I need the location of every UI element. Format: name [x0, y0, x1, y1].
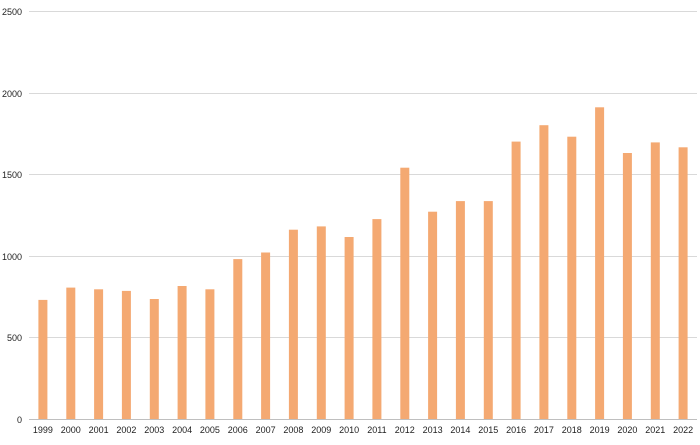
bars	[38, 107, 688, 420]
x-tick-label: 2016	[506, 425, 526, 435]
x-tick-label: 2017	[534, 425, 554, 435]
x-tick-label: 2011	[367, 425, 386, 435]
bar-2001	[94, 289, 104, 419]
bar-2019	[595, 107, 605, 420]
bar-2007	[261, 252, 271, 419]
bar-1999	[38, 299, 48, 419]
x-tick-label: 2010	[339, 425, 359, 435]
bar-2004	[177, 286, 187, 419]
bar-2005	[205, 289, 215, 419]
bar-2017	[539, 125, 549, 419]
bar-2010	[344, 237, 354, 419]
x-tick-label: 1999	[33, 425, 53, 435]
bar-2000	[66, 287, 76, 419]
x-tick-label: 2018	[562, 425, 582, 435]
x-tick-label: 2008	[283, 425, 303, 435]
bar-2014	[455, 201, 465, 419]
bar-2011	[372, 219, 382, 419]
x-tick-label: 2006	[228, 425, 248, 435]
x-tick-label: 2007	[256, 425, 276, 435]
x-tick-label: 2000	[61, 425, 81, 435]
y-tick-label: 1000	[2, 252, 22, 262]
y-tick-label: 2500	[2, 7, 22, 17]
bar-2003	[149, 299, 159, 419]
y-tick-label: 1500	[2, 170, 22, 180]
x-tick-label: 2009	[311, 425, 331, 435]
x-tick-label: 2020	[617, 425, 637, 435]
bar-2018	[567, 136, 577, 419]
x-tick-label: 2015	[478, 425, 498, 435]
bar-2021	[650, 142, 660, 419]
gridlines	[29, 11, 697, 420]
bar-2013	[428, 211, 438, 419]
y-tick-label: 0	[17, 415, 22, 425]
x-tick-label: 2021	[645, 425, 665, 435]
y-tick-label: 2000	[2, 89, 22, 99]
bar-2009	[316, 226, 326, 419]
x-tick-label: 2012	[395, 425, 415, 435]
bar-2006	[233, 259, 243, 419]
x-tick-label: 2014	[450, 425, 470, 435]
x-tick-label: 2022	[673, 425, 693, 435]
bar-2022	[678, 147, 688, 420]
y-tick-label: 500	[7, 333, 22, 343]
bar-2016	[511, 141, 521, 419]
x-tick-label: 2019	[590, 425, 610, 435]
x-tick-label: 2005	[200, 425, 220, 435]
bar-2008	[288, 229, 298, 419]
y-axis-tick-labels: 0 500 1000 1500 2000 2500	[2, 7, 22, 425]
bar-2002	[121, 290, 131, 419]
x-tick-label: 2013	[423, 425, 443, 435]
bar-2015	[483, 201, 493, 419]
x-tick-label: 2003	[144, 425, 164, 435]
bar-2012	[400, 167, 410, 419]
x-tick-label: 2002	[116, 425, 136, 435]
bar-2020	[622, 153, 632, 419]
x-tick-label: 2001	[89, 425, 109, 435]
x-axis-tick-labels: 1999 2000 2001 2002 2003 2004 2005 2006 2007 2008…	[33, 425, 693, 435]
x-tick-label: 2004	[172, 425, 192, 435]
